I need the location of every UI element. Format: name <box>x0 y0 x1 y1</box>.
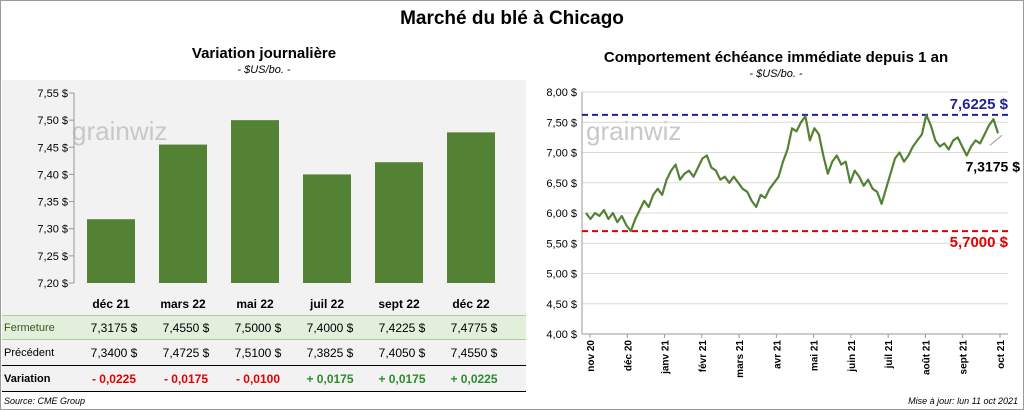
x-tick-label: janv 21 <box>661 340 672 375</box>
y-tick-label: 7,30 $ <box>37 224 68 236</box>
y-tick-label: 7,50 $ <box>37 115 68 127</box>
previous-cell: 7,4725 $ <box>162 346 210 360</box>
variation-cell: - 0,0100 <box>235 372 281 386</box>
variation-cell: - 0,0225 <box>91 372 137 386</box>
x-tick-label: sept 22 <box>378 297 420 311</box>
previous-cell: 7,5100 $ <box>234 346 282 360</box>
y-tick-label: 6,50 $ <box>546 178 577 190</box>
y-tick-label: 4,00 $ <box>546 329 577 341</box>
previous-cell: 7,4550 $ <box>450 346 498 360</box>
y-tick-label: 7,55 $ <box>37 88 68 100</box>
update-note: Mise à jour: lun 11 oct 2021 <box>908 396 1018 406</box>
main-title: Marché du blé à Chicago <box>400 8 624 29</box>
bar <box>375 162 423 283</box>
x-tick-label: août 21 <box>921 340 932 375</box>
y-tick-label: 7,25 $ <box>37 251 68 263</box>
previous-cell: 7,3400 $ <box>90 346 138 360</box>
price-line <box>585 113 1000 233</box>
previous-row-label: Précédent <box>4 347 55 359</box>
y-tick-label: 7,50 $ <box>546 117 577 129</box>
close-row-label: Fermeture <box>4 322 55 334</box>
x-tick-label: févr 21 <box>698 340 709 373</box>
variation-cell: + 0,0175 <box>306 372 354 386</box>
close-cell: 7,3175 $ <box>90 321 138 335</box>
y-tick-label: 4,50 $ <box>546 299 577 311</box>
y-tick-label: 7,00 $ <box>546 148 577 160</box>
x-tick-label: juin 21 <box>847 340 858 373</box>
bar <box>159 144 207 283</box>
x-tick-label: nov 20 <box>586 340 597 372</box>
right-panel-title: Comportement échéance immédiate depuis 1… <box>603 49 949 66</box>
close-row: Fermeture 7,3175 $ 7,4550 $ 7,5000 $ 7,4… <box>2 315 526 340</box>
x-tick-label: déc 20 <box>623 340 634 372</box>
last-value-label: 7,3175 $ <box>966 158 1021 174</box>
variation-cell: - 0,0175 <box>163 372 209 386</box>
x-tick-label: juil 22 <box>309 297 344 311</box>
x-tick-label: déc 22 <box>452 297 490 311</box>
previous-cell: 7,3825 $ <box>306 346 354 360</box>
x-tick-label: déc 21 <box>92 297 130 311</box>
right-panel-subtitle: - $US/bo. - <box>749 68 803 80</box>
x-tick-label: mai 22 <box>236 297 274 311</box>
low-label: 5,7000 $ <box>950 234 1009 251</box>
previous-cell: 7,4050 $ <box>378 346 426 360</box>
x-tick-label: avr 21 <box>772 340 783 369</box>
close-cell: 7,4225 $ <box>378 321 426 335</box>
y-tick-label: 7,20 $ <box>37 278 68 290</box>
bar <box>231 120 279 284</box>
y-tick-label: 7,35 $ <box>37 197 68 209</box>
close-cell: 7,5000 $ <box>234 321 282 335</box>
variation-cell: + 0,0175 <box>378 372 426 386</box>
bar <box>303 174 351 283</box>
right-watermark: grainwiz <box>586 116 681 146</box>
high-label: 7,6225 $ <box>950 96 1009 113</box>
variation-row: Variation - 0,0225 - 0,0175 - 0,0100 + 0… <box>2 367 526 392</box>
y-tick-label: 6,00 $ <box>546 208 577 220</box>
x-tick-label: oct 21 <box>996 340 1007 369</box>
y-tick-label: 5,00 $ <box>546 269 577 281</box>
y-tick-label: 7,40 $ <box>37 169 68 181</box>
y-tick-label: 7,45 $ <box>37 142 68 154</box>
left-panel-subtitle: - $US/bo. - <box>237 64 291 76</box>
x-tick-label: mars 21 <box>735 340 746 378</box>
x-tick-label: mai 21 <box>810 340 821 372</box>
close-cell: 7,4775 $ <box>450 321 498 335</box>
variation-cell: + 0,0225 <box>450 372 498 386</box>
source-note: Source: CME Group <box>4 396 86 406</box>
previous-row: Précédent 7,3400 $ 7,4725 $ 7,5100 $ 7,3… <box>2 341 526 366</box>
variation-row-label: Variation <box>4 373 51 385</box>
bar <box>87 219 135 283</box>
y-tick-label: 8,00 $ <box>546 87 577 99</box>
x-tick-label: juil 21 <box>884 340 895 370</box>
left-panel-title: Variation journalière <box>191 45 337 62</box>
x-tick-label: sept 21 <box>959 340 970 375</box>
bar <box>447 132 495 283</box>
close-cell: 7,4000 $ <box>306 321 354 335</box>
left-watermark: grainwiz <box>72 116 167 146</box>
x-tick-label: mars 22 <box>160 297 206 311</box>
close-cell: 7,4550 $ <box>162 321 210 335</box>
y-tick-label: 5,50 $ <box>546 238 577 250</box>
last-value-leader <box>989 134 1003 146</box>
